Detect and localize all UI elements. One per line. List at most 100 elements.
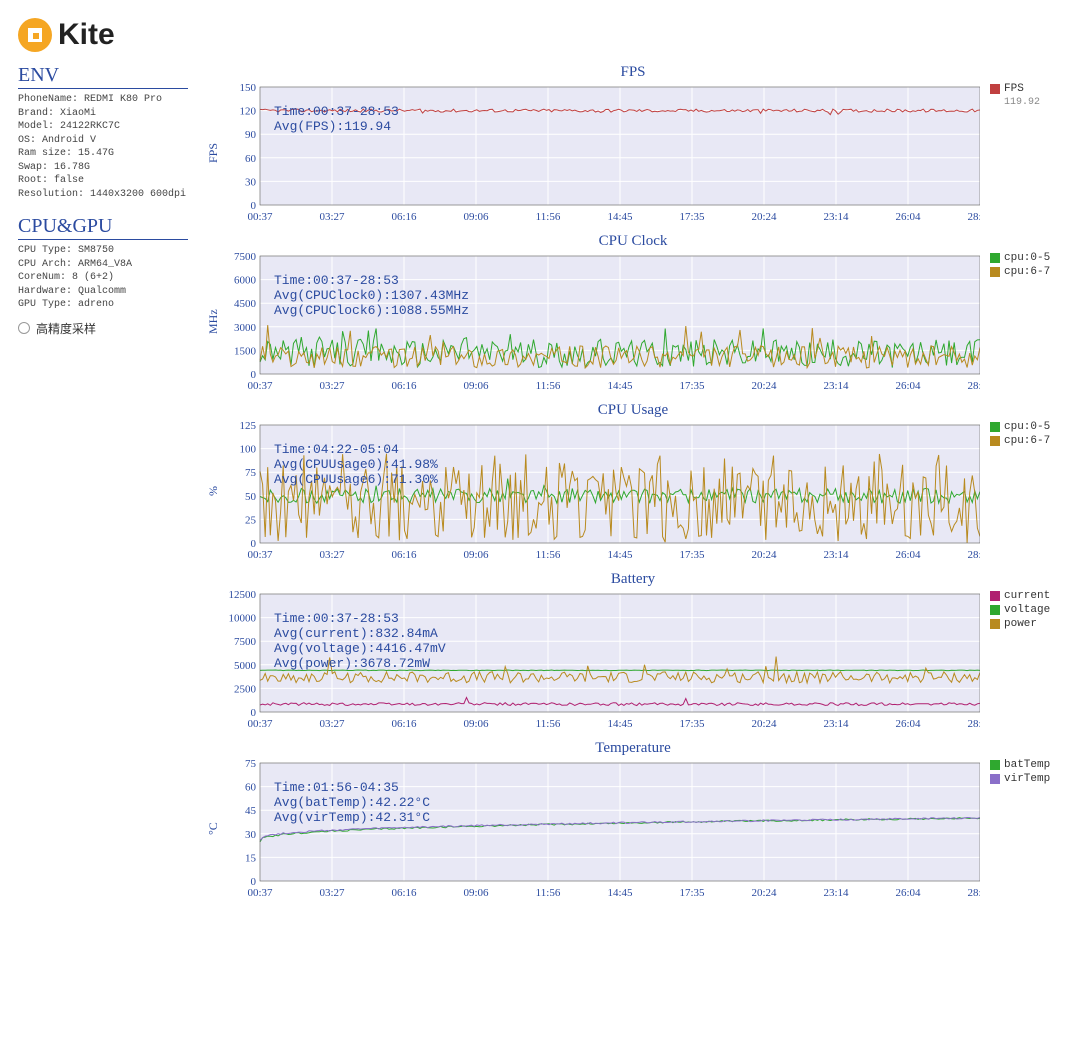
svg-text:Time:04:22-05:04: Time:04:22-05:04 [274, 442, 399, 457]
radio-icon [18, 322, 30, 334]
svg-text:26:04: 26:04 [895, 549, 921, 561]
fps-title: FPS [204, 64, 1062, 81]
svg-text:Avg(CPUUsage0):41.98%: Avg(CPUUsage0):41.98% [274, 457, 438, 472]
svg-text:5000: 5000 [234, 660, 257, 672]
legend-swatch [990, 619, 1000, 629]
svg-text:11:56: 11:56 [536, 380, 561, 392]
svg-text:28:53: 28:53 [967, 549, 980, 561]
svg-text:28:53: 28:53 [967, 718, 980, 730]
svg-text:6000: 6000 [234, 275, 257, 287]
cpugpu-line: Hardware: Qualcomm [18, 285, 188, 299]
svg-text:60: 60 [245, 782, 257, 794]
svg-text:11:56: 11:56 [536, 887, 561, 899]
battery-ylabel [204, 590, 222, 730]
legend-swatch [990, 422, 1000, 432]
cpuclock-legend: cpu:0-5cpu:6-7 [982, 252, 1062, 392]
svg-text:26:04: 26:04 [895, 718, 921, 730]
cpuusage-ylabel: % [204, 421, 222, 561]
svg-text:45: 45 [245, 805, 257, 817]
legend-item: cpu:0-5 [990, 252, 1062, 264]
legend-label: cpu:0-5 [1004, 421, 1050, 433]
svg-text:03:27: 03:27 [319, 887, 345, 899]
svg-text:7500: 7500 [234, 636, 257, 648]
charts-area: FPSFPS030609012015000:3703:2706:1609:061… [204, 64, 1062, 909]
temperature-title: Temperature [204, 740, 1062, 757]
legend-item: virTemp [990, 773, 1062, 785]
legend-label: cpu:0-5 [1004, 252, 1050, 264]
svg-text:26:04: 26:04 [895, 887, 921, 899]
svg-text:17:35: 17:35 [679, 718, 705, 730]
legend-label: power [1004, 618, 1037, 630]
svg-text:Avg(batTemp):42.22°C: Avg(batTemp):42.22°C [274, 795, 430, 810]
env-line: Root: false [18, 174, 188, 188]
legend-swatch [990, 605, 1000, 615]
svg-text:20:24: 20:24 [751, 549, 777, 561]
svg-text:7500: 7500 [234, 252, 257, 263]
svg-text:Time:01:56-04:35: Time:01:56-04:35 [274, 780, 399, 795]
svg-text:03:27: 03:27 [319, 211, 345, 223]
env-line: Swap: 16.78G [18, 161, 188, 175]
svg-text:1500: 1500 [234, 345, 257, 357]
svg-text:11:56: 11:56 [536, 549, 561, 561]
svg-text:23:14: 23:14 [823, 211, 849, 223]
svg-text:125: 125 [240, 421, 257, 432]
env-line: Model: 24122RKC7C [18, 120, 188, 134]
battery-plot: 0250050007500100001250000:3703:2706:1609… [222, 590, 980, 730]
svg-text:26:04: 26:04 [895, 380, 921, 392]
svg-text:11:56: 11:56 [536, 211, 561, 223]
svg-text:20:24: 20:24 [751, 380, 777, 392]
svg-text:60: 60 [245, 153, 257, 165]
cpugpu-block: CPU&GPU CPU Type: SM8750CPU Arch: ARM64_… [18, 215, 188, 337]
svg-text:Avg(virTemp):42.31°C: Avg(virTemp):42.31°C [274, 810, 430, 825]
svg-text:15: 15 [245, 852, 257, 864]
cpuusage-legend: cpu:0-5 cpu:6-7 [982, 421, 1062, 561]
svg-text:06:16: 06:16 [391, 549, 417, 561]
svg-text:28:53: 28:53 [967, 211, 980, 223]
fps-ylabel: FPS [204, 83, 222, 223]
svg-text:25: 25 [245, 514, 257, 526]
temperature-chart: Temperature°C0153045607500:3703:2706:160… [204, 740, 1062, 899]
env-line: PhoneName: REDMI K80 Pro [18, 93, 188, 107]
cpuclock-title: CPU Clock [204, 233, 1062, 250]
svg-text:09:06: 09:06 [463, 380, 489, 392]
svg-text:12500: 12500 [229, 590, 257, 601]
legend-label: cpu:6-7 [1004, 435, 1050, 447]
legend-item: cpu:6-7 [990, 435, 1062, 447]
svg-text:14:45: 14:45 [607, 718, 633, 730]
svg-text:17:35: 17:35 [679, 211, 705, 223]
svg-text:3000: 3000 [234, 322, 257, 334]
svg-text:00:37: 00:37 [247, 211, 273, 223]
sampling-radio[interactable]: 高精度采样 [18, 320, 188, 337]
legend-item: FPS [990, 83, 1062, 95]
svg-text:06:16: 06:16 [391, 887, 417, 899]
svg-text:10000: 10000 [229, 613, 257, 625]
svg-text:06:16: 06:16 [391, 380, 417, 392]
legend-swatch [990, 267, 1000, 277]
cpuclock-chart: CPU ClockMHz01500300045006000750000:3703… [204, 233, 1062, 392]
legend-label: batTemp [1004, 759, 1050, 771]
svg-text:Time:00:37-28:53: Time:00:37-28:53 [274, 273, 399, 288]
svg-text:06:16: 06:16 [391, 211, 417, 223]
svg-text:28:53: 28:53 [967, 380, 980, 392]
svg-text:17:35: 17:35 [679, 549, 705, 561]
legend-label: current [1004, 590, 1050, 602]
sidebar: ENV PhoneName: REDMI K80 ProBrand: XiaoM… [18, 64, 188, 909]
svg-text:100: 100 [240, 444, 257, 456]
svg-text:30: 30 [245, 829, 257, 841]
svg-text:Avg(voltage):4416.47mV: Avg(voltage):4416.47mV [274, 641, 446, 656]
legend-swatch [990, 253, 1000, 263]
svg-text:23:14: 23:14 [823, 549, 849, 561]
legend-label: voltage [1004, 604, 1050, 616]
svg-text:120: 120 [240, 106, 257, 118]
env-title: ENV [18, 64, 188, 89]
cpuclock-plot: 01500300045006000750000:3703:2706:1609:0… [222, 252, 980, 392]
svg-text:14:45: 14:45 [607, 887, 633, 899]
legend-item: power [990, 618, 1062, 630]
svg-text:03:27: 03:27 [319, 380, 345, 392]
svg-text:17:35: 17:35 [679, 380, 705, 392]
battery-title: Battery [204, 571, 1062, 588]
legend-swatch [990, 591, 1000, 601]
svg-text:Avg(FPS):119.94: Avg(FPS):119.94 [274, 119, 391, 134]
header: Kite [18, 18, 1062, 52]
env-line: Brand: XiaoMi [18, 107, 188, 121]
